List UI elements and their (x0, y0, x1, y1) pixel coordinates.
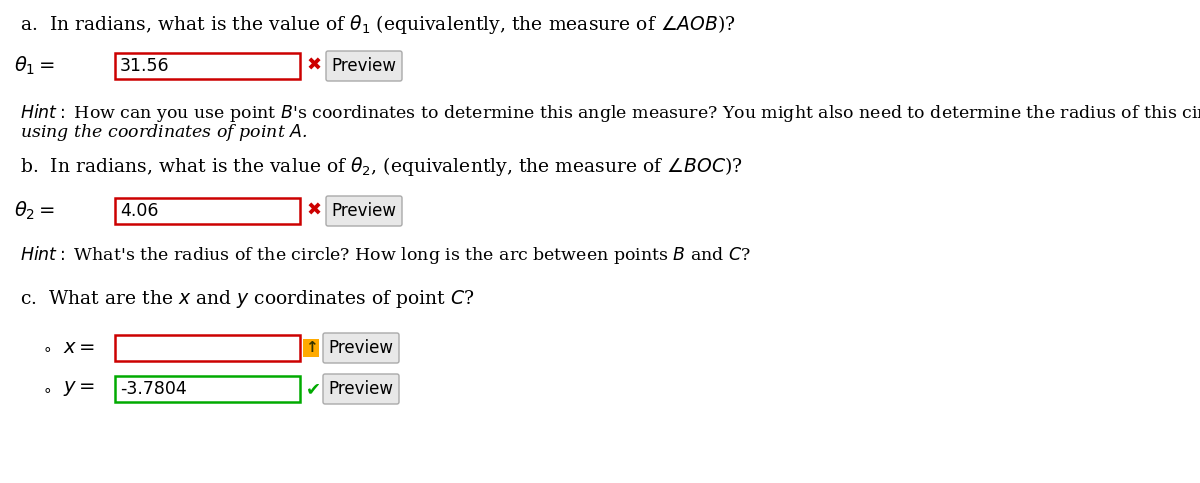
Text: ✔: ✔ (306, 380, 320, 398)
Text: $\theta_2 =$: $\theta_2 =$ (13, 200, 55, 222)
Bar (115, 53, 300, 79)
Text: Preview: Preview (331, 57, 396, 75)
Text: Preview: Preview (329, 380, 394, 398)
Text: ✖: ✖ (306, 57, 322, 75)
Text: $y =$: $y =$ (62, 380, 95, 398)
Text: $\it{Hint:}$ How can you use point $B$'s coordinates to determine this angle mea: $\it{Hint:}$ How can you use point $B$'s… (20, 102, 1200, 124)
Text: $\theta_1 =$: $\theta_1 =$ (13, 55, 55, 77)
Text: $\circ$: $\circ$ (42, 341, 52, 355)
Text: a.  In radians, what is the value of $\theta_1$ (equivalently, the measure of $\: a. In radians, what is the value of $\th… (20, 13, 736, 36)
Text: using the coordinates of point $A$.: using the coordinates of point $A$. (20, 122, 307, 143)
Bar (115, 376, 300, 402)
FancyBboxPatch shape (326, 51, 402, 81)
Text: 31.56: 31.56 (120, 57, 169, 75)
Text: ↑: ↑ (305, 341, 317, 355)
FancyBboxPatch shape (323, 374, 398, 404)
Bar (302, 339, 319, 357)
Text: $\it{Hint:}$ What's the radius of the circle? How long is the arc between points: $\it{Hint:}$ What's the radius of the ci… (20, 244, 751, 266)
FancyBboxPatch shape (323, 333, 398, 363)
Text: Preview: Preview (329, 339, 394, 357)
Text: b.  In radians, what is the value of $\theta_2$, (equivalently, the measure of $: b. In radians, what is the value of $\th… (20, 155, 743, 178)
FancyBboxPatch shape (326, 196, 402, 226)
Text: 4.06: 4.06 (120, 202, 158, 220)
Text: $\circ$: $\circ$ (42, 382, 52, 396)
Text: c.  What are the $x$ and $y$ coordinates of point $C$?: c. What are the $x$ and $y$ coordinates … (20, 288, 474, 310)
Text: ✖: ✖ (306, 202, 322, 220)
Text: -3.7804: -3.7804 (120, 380, 187, 398)
Bar (115, 198, 300, 224)
Text: $x =$: $x =$ (62, 339, 95, 357)
Text: Preview: Preview (331, 202, 396, 220)
Bar (115, 335, 300, 361)
